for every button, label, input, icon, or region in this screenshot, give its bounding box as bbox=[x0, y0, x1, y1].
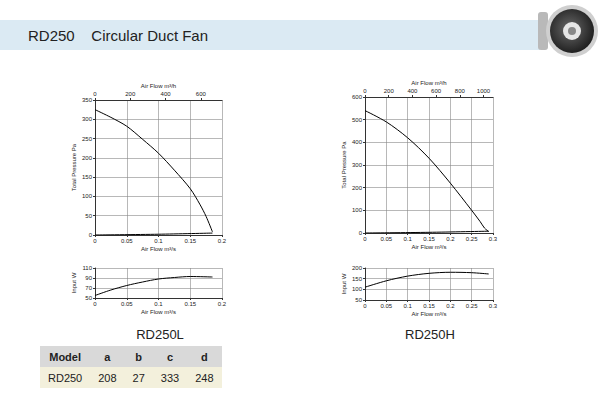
svg-text:150: 150 bbox=[82, 174, 93, 180]
svg-text:0.05: 0.05 bbox=[380, 303, 392, 309]
html-text:b: b bbox=[135, 350, 143, 363]
svg-text:Total Pressure Pa: Total Pressure Pa bbox=[71, 143, 77, 191]
svg-text:0.2: 0.2 bbox=[218, 301, 227, 307]
svg-text:100: 100 bbox=[352, 207, 363, 213]
html-text:RD250: RD250 bbox=[48, 371, 83, 384]
svg-text:600: 600 bbox=[352, 94, 363, 100]
svg-text:0: 0 bbox=[363, 88, 367, 94]
svg-text:Air Flow m³/h: Air Flow m³/h bbox=[411, 80, 446, 86]
svg-text:0.05: 0.05 bbox=[121, 238, 133, 244]
svg-text:200: 200 bbox=[125, 91, 136, 97]
svg-text:0.15: 0.15 bbox=[423, 236, 435, 242]
svg-text:400: 400 bbox=[161, 91, 172, 97]
svg-text:0.1: 0.1 bbox=[154, 301, 163, 307]
svg-text:400: 400 bbox=[407, 88, 418, 94]
html-text:208: 208 bbox=[98, 371, 117, 384]
svg-text:500: 500 bbox=[352, 117, 363, 123]
svg-text:0.1: 0.1 bbox=[403, 303, 412, 309]
html-text:27: 27 bbox=[132, 371, 145, 384]
svg-text:100: 100 bbox=[82, 193, 93, 199]
svg-text:Total Pressure Pa: Total Pressure Pa bbox=[341, 141, 347, 189]
svg-text:50: 50 bbox=[85, 295, 92, 301]
svg-text:Input W: Input W bbox=[71, 272, 77, 293]
svg-text:0.15: 0.15 bbox=[184, 238, 196, 244]
html-text:248: 248 bbox=[195, 371, 214, 384]
svg-text:0: 0 bbox=[93, 301, 97, 307]
svg-text:0.3: 0.3 bbox=[489, 303, 498, 309]
html-text:RD250 Circular Duct Fan: RD250 Circular Duct Fan bbox=[28, 27, 209, 44]
svg-text:Air Flow m³/h: Air Flow m³/h bbox=[141, 83, 176, 89]
svg-text:0.2: 0.2 bbox=[218, 238, 227, 244]
svg-text:Air Flow m³/s: Air Flow m³/s bbox=[141, 246, 176, 252]
svg-text:90: 90 bbox=[85, 275, 92, 281]
svg-text:50: 50 bbox=[85, 213, 92, 219]
html-text:RD250L: RD250L bbox=[136, 327, 184, 342]
svg-text:100: 100 bbox=[352, 286, 363, 292]
svg-text:0.15: 0.15 bbox=[423, 303, 435, 309]
html-text:a: a bbox=[104, 350, 111, 363]
svg-text:70: 70 bbox=[85, 285, 92, 291]
svg-text:0.15: 0.15 bbox=[184, 301, 196, 307]
svg-text:300: 300 bbox=[82, 116, 93, 122]
html-text:Model: Model bbox=[49, 350, 81, 363]
svg-text:50: 50 bbox=[355, 297, 362, 303]
svg-text:250: 250 bbox=[82, 136, 93, 142]
svg-text:0.2: 0.2 bbox=[446, 303, 455, 309]
svg-text:200: 200 bbox=[352, 265, 363, 271]
svg-text:0.3: 0.3 bbox=[489, 236, 498, 242]
svg-text:150: 150 bbox=[352, 276, 363, 282]
svg-text:0.05: 0.05 bbox=[121, 301, 133, 307]
svg-text:300: 300 bbox=[352, 162, 363, 168]
svg-text:0: 0 bbox=[359, 230, 363, 236]
svg-text:0: 0 bbox=[93, 91, 97, 97]
svg-text:600: 600 bbox=[196, 91, 207, 97]
svg-text:0: 0 bbox=[363, 236, 367, 242]
svg-text:400: 400 bbox=[352, 139, 363, 145]
svg-text:0: 0 bbox=[89, 232, 93, 238]
html-text:333: 333 bbox=[160, 371, 180, 384]
svg-text:800: 800 bbox=[455, 88, 466, 94]
svg-text:0.1: 0.1 bbox=[154, 238, 163, 244]
svg-text:0.05: 0.05 bbox=[380, 236, 392, 242]
svg-text:Air Flow m³/s: Air Flow m³/s bbox=[412, 311, 447, 317]
svg-text:Air Flow m³/s: Air Flow m³/s bbox=[412, 244, 447, 250]
html-text:c: c bbox=[167, 350, 174, 363]
svg-text:110: 110 bbox=[82, 265, 92, 271]
svg-text:0.2: 0.2 bbox=[446, 236, 455, 242]
svg-text:200: 200 bbox=[82, 155, 93, 161]
svg-text:0: 0 bbox=[93, 238, 97, 244]
svg-text:0.25: 0.25 bbox=[466, 236, 478, 242]
svg-text:Air Flow m³/s: Air Flow m³/s bbox=[141, 309, 176, 315]
html-text:RD250H: RD250H bbox=[405, 327, 455, 342]
svg-text:600: 600 bbox=[431, 88, 442, 94]
svg-text:1000: 1000 bbox=[477, 88, 491, 94]
svg-text:Input W: Input W bbox=[341, 273, 347, 294]
svg-text:200: 200 bbox=[352, 185, 363, 191]
svg-text:0.1: 0.1 bbox=[403, 236, 412, 242]
svg-text:0.25: 0.25 bbox=[466, 303, 478, 309]
html-text:d: d bbox=[201, 350, 208, 363]
svg-text:350: 350 bbox=[82, 97, 93, 103]
svg-text:200: 200 bbox=[384, 88, 395, 94]
svg-text:0: 0 bbox=[363, 303, 367, 309]
